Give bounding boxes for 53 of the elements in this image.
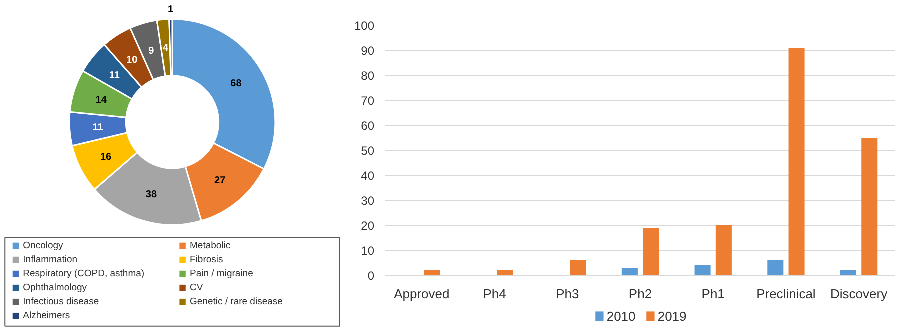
y-tick-label: 0 — [368, 269, 375, 283]
y-tick-label: 10 — [361, 244, 375, 258]
data-label: 11 — [92, 122, 104, 134]
legend-label: CV — [190, 282, 204, 294]
data-label: 16 — [100, 152, 112, 163]
y-tick-label: 70 — [361, 94, 375, 108]
bar — [570, 260, 586, 276]
legend-label: Infectious disease — [23, 296, 100, 308]
legend-label: 2019 — [658, 309, 687, 324]
legend-label: Inflammation — [23, 254, 78, 266]
legend-label: Genetic / rare disease — [190, 296, 283, 308]
data-label: 27 — [214, 175, 226, 186]
data-label: 11 — [109, 70, 120, 82]
y-tick-label: 30 — [361, 194, 375, 208]
bar — [768, 260, 784, 276]
bar — [694, 266, 711, 276]
data-label: 9 — [148, 46, 155, 57]
x-tick-label: Ph3 — [556, 286, 580, 302]
legend-label: 2010 — [606, 309, 636, 324]
legend-label: Respiratory (COPD, asthma) — [23, 268, 145, 280]
legend-label: Ophthalmology — [23, 282, 88, 294]
x-tick-label: Ph4 — [483, 286, 506, 302]
data-label: 14 — [96, 95, 108, 106]
legend-label: Alzheimers — [23, 310, 70, 322]
legend-label: Metabolic — [190, 240, 231, 252]
y-tick-label: 90 — [361, 44, 375, 58]
bar — [643, 228, 660, 276]
y-tick-label: 50 — [361, 144, 375, 158]
x-tick-label: Ph1 — [702, 286, 725, 302]
legend-label: Oncology — [23, 240, 64, 252]
x-tick-label: Ph2 — [628, 286, 652, 302]
x-tick-label: Preclinical — [756, 286, 816, 302]
y-tick-label: 20 — [361, 219, 375, 233]
legend-label: Fibrosis — [190, 254, 224, 266]
bar — [788, 48, 805, 276]
bar — [716, 226, 732, 276]
bar — [424, 270, 441, 276]
bar — [862, 138, 878, 276]
data-label: 1 — [168, 4, 174, 16]
x-tick-label: Approved — [394, 286, 450, 302]
y-tick-label: 60 — [361, 119, 375, 133]
bar — [622, 268, 638, 276]
data-label: 68 — [230, 78, 242, 90]
y-tick-label: 80 — [361, 69, 375, 83]
data-label: 10 — [126, 54, 138, 66]
bar — [840, 270, 857, 276]
data-label: 4 — [162, 43, 169, 54]
bar — [497, 270, 514, 276]
data-label: 38 — [146, 189, 158, 200]
x-tick-label: Discovery — [830, 286, 888, 302]
y-tick-label: 100 — [354, 19, 375, 33]
y-tick-label: 40 — [361, 169, 375, 183]
legend-label: Pain / migraine — [190, 268, 254, 280]
